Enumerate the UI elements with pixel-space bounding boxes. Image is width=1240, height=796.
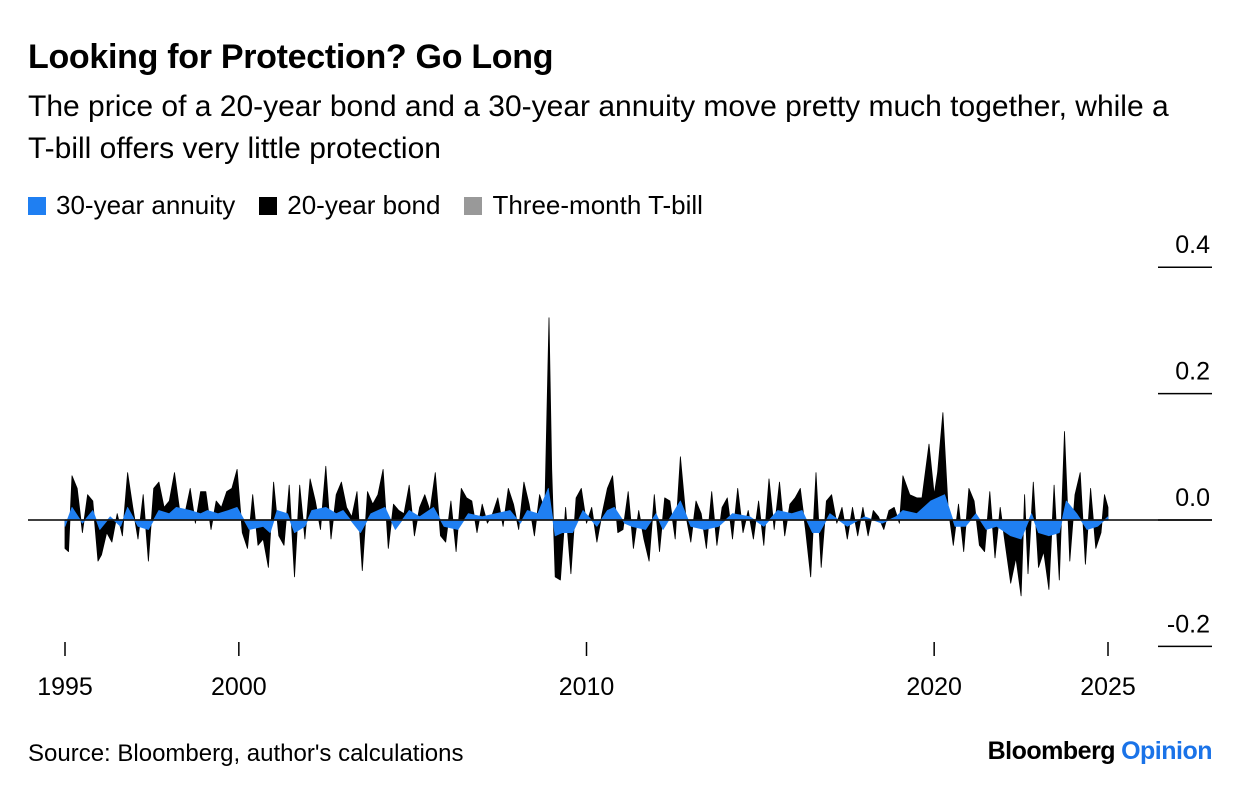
y-tick-label: -0.2 [1167,610,1210,638]
legend-item-annuity: 30-year annuity [28,190,235,221]
series-layer [64,317,1109,597]
brand-suffix: Opinion [1121,737,1212,765]
x-tick-label: 2020 [906,673,962,701]
x-tick-label: 2000 [211,673,267,701]
source-note: Source: Bloomberg, author's calculations [28,740,464,767]
series-area-20-year-bond [64,317,1109,597]
legend-label-bond: 20-year bond [287,190,441,220]
legend-label-tbill: Three-month T-bill [492,190,703,220]
legend-item-bond: 20-year bond [259,190,440,221]
y-tick-label: 0.4 [1175,231,1210,259]
legend-item-tbill: Three-month T-bill [464,190,703,221]
y-tick-label: 0.0 [1175,484,1210,512]
x-axis: 1995 2000 2010 2020 2025 [37,642,1136,701]
chart-title: Looking for Protection? Go Long [28,38,554,76]
brand-logo: Bloomberg Opinion [987,737,1213,766]
legend-swatch-bond [259,196,278,215]
chart-subtitle: The price of a 20-year bond and a 30-yea… [28,90,1169,165]
legend-label-annuity: 30-year annuity [56,190,236,220]
legend: 30-year annuity 20-year bond Three-month… [28,190,727,221]
series-area-30-year-annuity [64,488,1109,540]
y-tick-label: 0.2 [1175,358,1210,386]
legend-swatch-tbill [464,196,483,215]
brand-name: Bloomberg [987,737,1116,765]
y-axis: 0.4 0.2 0.0 -0.2 [1158,231,1212,648]
x-tick-label: 2025 [1080,673,1136,701]
x-tick-label: 2010 [559,673,615,701]
area-chart: 0.4 0.2 0.0 -0.2 1995 2000 2010 2020 2025 [28,231,1212,701]
legend-swatch-annuity [28,196,46,215]
x-tick-label: 1995 [37,673,93,701]
